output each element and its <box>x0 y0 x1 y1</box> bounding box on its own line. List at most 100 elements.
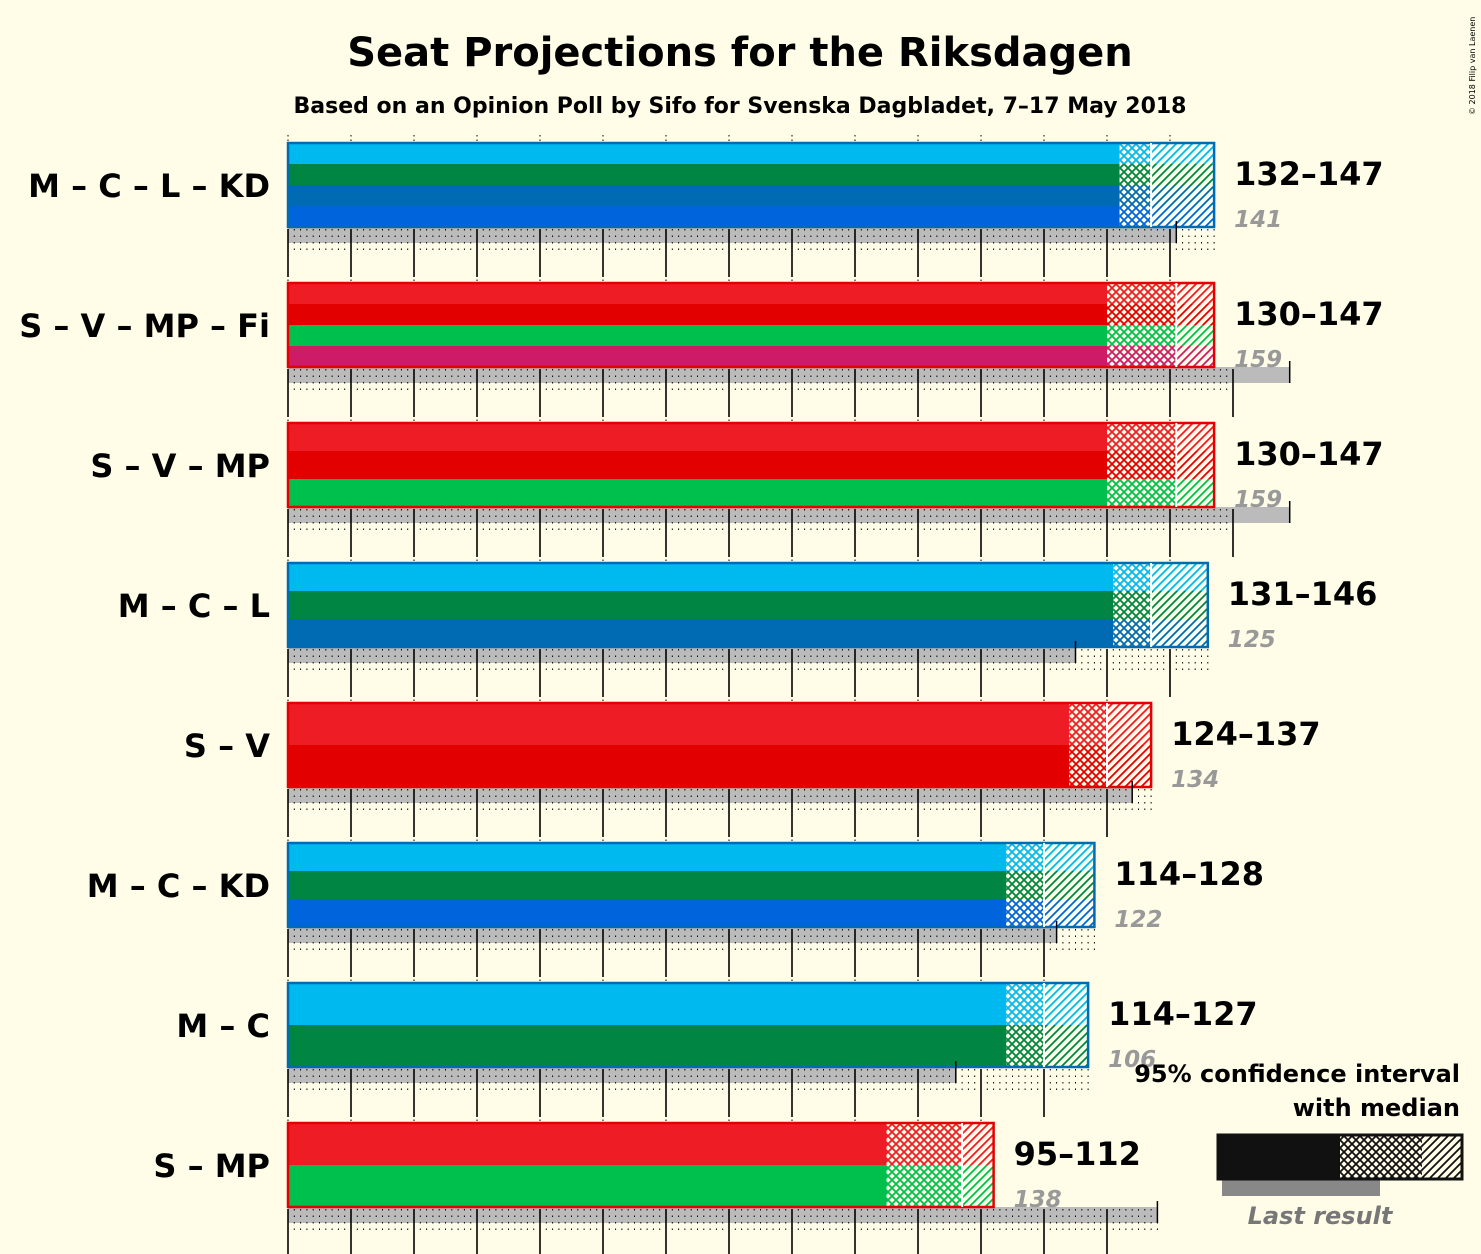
last-result-bar <box>288 367 1290 383</box>
last-result-bar <box>288 1207 1158 1223</box>
last-result-label: 122 <box>1114 907 1162 933</box>
ci-lower-band <box>886 1123 963 1166</box>
party-band-mp <box>288 479 1107 508</box>
legend-solid <box>1218 1135 1340 1179</box>
last-result-bar <box>288 507 1290 523</box>
copyright-notice: © 2018 Filip van Laenen <box>1468 17 1477 115</box>
ci-upper-band <box>1176 325 1215 347</box>
ci-upper-band <box>1151 619 1208 648</box>
last-result-bar <box>288 227 1177 243</box>
legend-line-2: with median <box>1293 1094 1460 1122</box>
ci-lower-band <box>1119 206 1152 228</box>
party-band-s <box>288 423 1107 452</box>
bar-outline <box>286 141 1216 229</box>
row-label: S – V – MP <box>90 447 270 485</box>
range-label: 131–146 <box>1228 575 1378 613</box>
party-band-l <box>288 619 1114 648</box>
last-result-label: 141 <box>1234 207 1282 233</box>
ci-upper-band <box>1176 283 1215 305</box>
ci-upper-band <box>962 1165 994 1208</box>
coalition-row: S – V 124–137 134 <box>184 695 1321 837</box>
ci-upper-band <box>1107 703 1152 746</box>
coalition-row: S – V – MP 130–147 159 <box>90 415 1384 557</box>
party-band-c <box>288 591 1114 620</box>
ci-lower-band <box>1107 479 1177 508</box>
range-label: 130–147 <box>1234 435 1384 473</box>
ci-lower-band <box>1119 164 1152 186</box>
party-band-s <box>288 283 1107 305</box>
legend-ci-swatch <box>1216 1133 1464 1196</box>
ci-lower-band <box>1006 843 1044 872</box>
party-band-c <box>288 164 1120 186</box>
range-label: 95–112 <box>1014 1135 1141 1173</box>
ci-lower-band <box>1119 143 1152 165</box>
party-band-m <box>288 843 1007 872</box>
chart-rows: M – C – L – KD 132–147 141 S – V – MP – Fi 1… <box>19 135 1384 1254</box>
last-result-label: 159 <box>1234 487 1282 513</box>
coalition-row: S – MP 95–112 138 <box>153 1115 1159 1254</box>
party-band-fi <box>288 346 1107 368</box>
ci-lower-band <box>1107 325 1177 347</box>
ci-upper-band <box>1151 143 1215 165</box>
range-label: 114–128 <box>1114 855 1264 893</box>
ci-upper-band <box>1176 451 1215 480</box>
party-band-s <box>288 1123 887 1166</box>
bar-outline <box>286 421 1216 509</box>
row-label: M – C – KD <box>87 867 270 905</box>
legend-last-result: Last result <box>1248 1202 1394 1230</box>
party-band-mp <box>288 1165 887 1208</box>
legend: 95% confidence interval with median Last… <box>1134 1060 1464 1230</box>
ci-lower-band <box>1113 619 1152 648</box>
party-band-c <box>288 871 1007 900</box>
ci-lower-band <box>1006 1025 1044 1068</box>
ci-upper-band <box>1107 745 1152 788</box>
ci-upper-band <box>1151 164 1215 186</box>
bar-outline <box>286 561 1210 649</box>
coalition-row: M – C – L 131–146 125 <box>118 555 1378 697</box>
ci-upper-band <box>1044 899 1095 928</box>
bar-outline <box>286 841 1096 929</box>
last-result-label: 138 <box>1014 1187 1062 1213</box>
ci-upper-band <box>1176 304 1215 326</box>
last-result-label: 125 <box>1228 627 1276 653</box>
ci-upper-band <box>962 1123 994 1166</box>
coalition-row: M – C 114–127 106 <box>176 975 1258 1117</box>
party-band-s <box>288 703 1070 746</box>
ci-upper-band <box>1044 1025 1089 1068</box>
range-label: 132–147 <box>1234 155 1384 193</box>
party-band-kd <box>288 206 1120 228</box>
ci-lower-band <box>1069 745 1107 788</box>
legend-cross <box>1340 1135 1422 1179</box>
party-band-v <box>288 451 1107 480</box>
ci-lower-band <box>1107 451 1177 480</box>
coalition-row: S – V – MP – Fi 130–147 159 <box>19 275 1384 417</box>
ci-upper-band <box>1151 206 1215 228</box>
ci-lower-band <box>1107 346 1177 368</box>
legend-line-1: 95% confidence interval <box>1134 1060 1460 1088</box>
ci-lower-band <box>1006 899 1044 928</box>
ci-lower-band <box>1069 703 1107 746</box>
last-result-bar <box>288 787 1133 803</box>
last-result-bar <box>288 1067 956 1083</box>
ci-lower-band <box>1107 423 1177 452</box>
last-result-label: 159 <box>1234 347 1282 373</box>
ci-upper-band <box>1044 871 1095 900</box>
party-band-m <box>288 563 1114 592</box>
ci-upper-band <box>1176 423 1215 452</box>
ci-upper-band <box>1151 591 1208 620</box>
row-label: M – C – L – KD <box>28 167 270 205</box>
party-band-m <box>288 983 1007 1026</box>
coalition-row: M – C – KD 114–128 122 <box>87 835 1264 977</box>
party-band-c <box>288 1025 1007 1068</box>
party-band-l <box>288 185 1120 207</box>
ci-lower-band <box>1113 563 1152 592</box>
row-label: S – V <box>184 727 270 765</box>
ci-lower-band <box>1006 983 1044 1026</box>
ci-upper-band <box>1151 185 1215 207</box>
legend-outline <box>1216 1133 1464 1181</box>
bar-outline <box>286 701 1153 789</box>
row-label: M – C <box>176 1007 270 1045</box>
ci-lower-band <box>886 1165 963 1208</box>
ci-upper-band <box>1044 983 1089 1026</box>
chart-subtitle: Based on an Opinion Poll by Sifo for Sve… <box>294 94 1187 119</box>
